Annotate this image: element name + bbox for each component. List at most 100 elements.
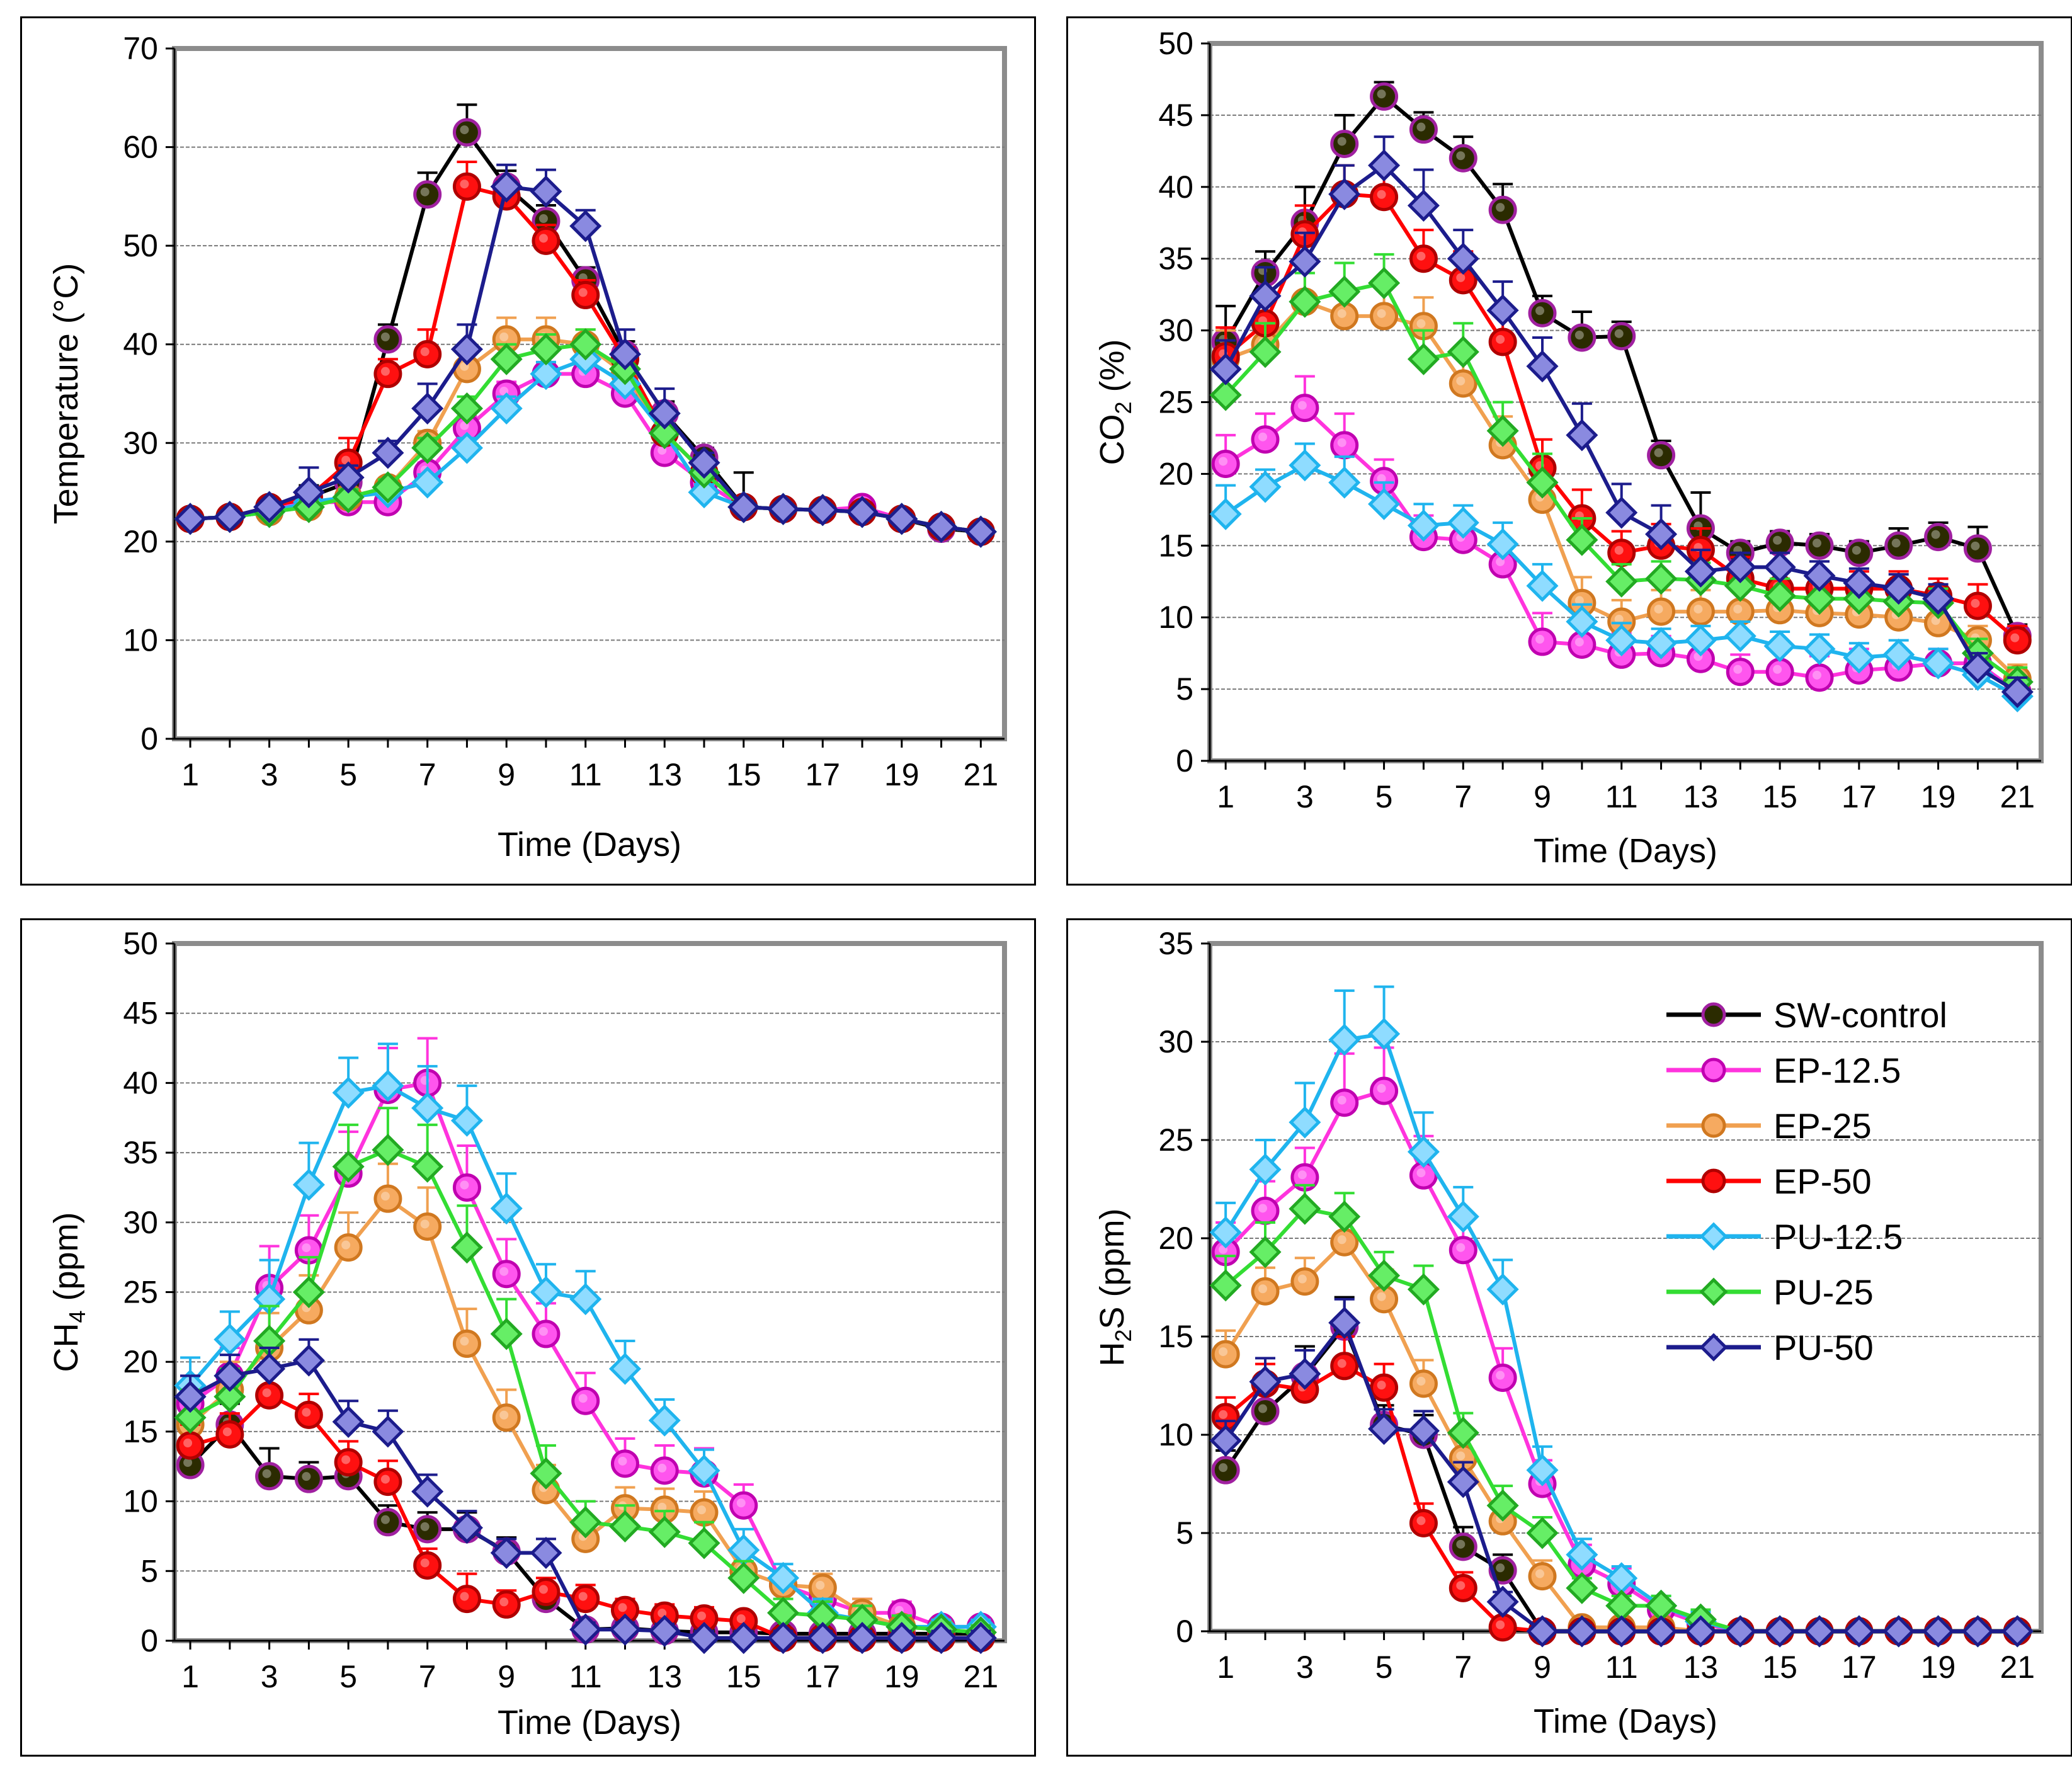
data-point <box>1645 1615 1678 1648</box>
data-point <box>413 1551 442 1580</box>
data-point <box>1605 1615 1638 1648</box>
y-tick-label: 30 <box>1158 313 1193 348</box>
x-tick-label: 9 <box>1534 1650 1551 1685</box>
data-point <box>372 1134 404 1166</box>
data-point-highlight <box>1416 251 1426 261</box>
data-point-highlight <box>420 1558 430 1568</box>
x-tick-label: 13 <box>1683 1650 1719 1685</box>
data-point <box>1449 1236 1477 1265</box>
data-point <box>846 1622 879 1655</box>
data-point <box>1566 1615 1598 1648</box>
data-point <box>213 1359 246 1392</box>
data-point <box>1447 242 1479 275</box>
data-point <box>1447 336 1479 368</box>
x-tick-label: 9 <box>498 757 515 792</box>
data-point <box>648 417 681 450</box>
data-point <box>925 510 958 543</box>
y-tick-label: 15 <box>1158 528 1193 563</box>
data-point <box>373 1184 402 1213</box>
y-tick-label: 60 <box>123 130 158 165</box>
data-point-highlight <box>816 1580 825 1590</box>
data-point-highlight <box>1614 545 1624 555</box>
data-point <box>450 1104 483 1137</box>
data-point <box>450 392 483 425</box>
data-point <box>1566 1571 1598 1604</box>
data-point-highlight <box>499 1267 509 1276</box>
data-point <box>1605 565 1638 598</box>
data-point <box>1803 583 1836 615</box>
data-point-highlight <box>1377 89 1386 99</box>
data-point-highlight <box>183 1458 193 1468</box>
data-point <box>846 496 879 528</box>
x-tick-label: 21 <box>2000 1650 2035 1685</box>
data-point <box>373 325 402 354</box>
y-tick-label: 35 <box>123 1135 158 1170</box>
data-point <box>452 1585 481 1614</box>
data-point <box>372 471 404 504</box>
data-point <box>373 360 402 389</box>
data-point <box>1805 663 1834 692</box>
data-point <box>1290 1267 1319 1296</box>
data-point <box>1209 1216 1242 1249</box>
data-point-highlight <box>1456 1539 1466 1549</box>
data-point <box>452 172 481 201</box>
y-tick-label: 50 <box>123 228 158 263</box>
x-tick-label: 15 <box>726 1659 761 1694</box>
data-point-highlight <box>1337 1235 1346 1245</box>
data-point-highlight <box>1654 448 1663 457</box>
data-point <box>372 1415 404 1448</box>
y-tick-label: 0 <box>1176 743 1193 778</box>
data-point <box>569 1506 602 1539</box>
data-point <box>1882 638 1915 671</box>
x-tick-label: 1 <box>181 1659 199 1694</box>
y-tick-label: 20 <box>1158 456 1193 491</box>
y-tick-label: 5 <box>1176 1515 1193 1551</box>
y-tick-label: 20 <box>123 524 158 559</box>
data-point <box>964 1622 997 1655</box>
x-tick-label: 21 <box>964 757 999 792</box>
data-point <box>452 1173 481 1202</box>
data-point <box>372 436 404 469</box>
data-point <box>1526 1615 1559 1648</box>
data-point <box>450 333 483 366</box>
data-point <box>1328 1023 1361 1056</box>
y-tick-label: 25 <box>1158 385 1193 420</box>
data-point <box>1884 531 1913 560</box>
data-point <box>213 1323 246 1356</box>
data-point-highlight <box>1377 1381 1386 1390</box>
x-axis-title: Time (Days) <box>1534 1702 1717 1740</box>
data-point-highlight <box>1337 137 1346 146</box>
data-point <box>569 1283 602 1316</box>
data-point <box>727 1561 760 1594</box>
data-point <box>1209 1424 1242 1457</box>
data-point <box>569 1613 602 1646</box>
data-point-highlight <box>1496 334 1505 344</box>
data-point <box>530 1536 562 1570</box>
data-point <box>1803 559 1836 592</box>
data-point-highlight <box>420 1219 430 1229</box>
data-point-highlight <box>1258 1204 1267 1213</box>
data-point <box>490 343 523 375</box>
data-point <box>1368 266 1401 299</box>
y-tick-label: 40 <box>123 1065 158 1100</box>
data-point <box>1922 583 1955 615</box>
data-point <box>1409 1369 1438 1398</box>
data-point <box>255 1462 284 1491</box>
data-point <box>411 1092 444 1124</box>
series-pu-50 <box>174 1338 997 1655</box>
data-point <box>2001 1615 2034 1648</box>
data-point-highlight <box>1219 1463 1228 1473</box>
data-point <box>610 1449 639 1478</box>
x-axis-title: Time (Days) <box>498 1704 681 1742</box>
data-point <box>292 1275 325 1309</box>
data-point <box>648 1515 681 1548</box>
data-point-highlight <box>1813 539 1821 548</box>
data-point <box>1486 528 1519 561</box>
data-point-highlight <box>1456 273 1466 282</box>
x-tick-label: 1 <box>1217 779 1234 814</box>
x-tick-label: 1 <box>1217 1650 1234 1685</box>
data-point-highlight <box>538 214 548 223</box>
y-tick-label: 50 <box>1158 26 1193 61</box>
data-point <box>1488 328 1517 356</box>
data-point-highlight <box>697 1611 707 1621</box>
